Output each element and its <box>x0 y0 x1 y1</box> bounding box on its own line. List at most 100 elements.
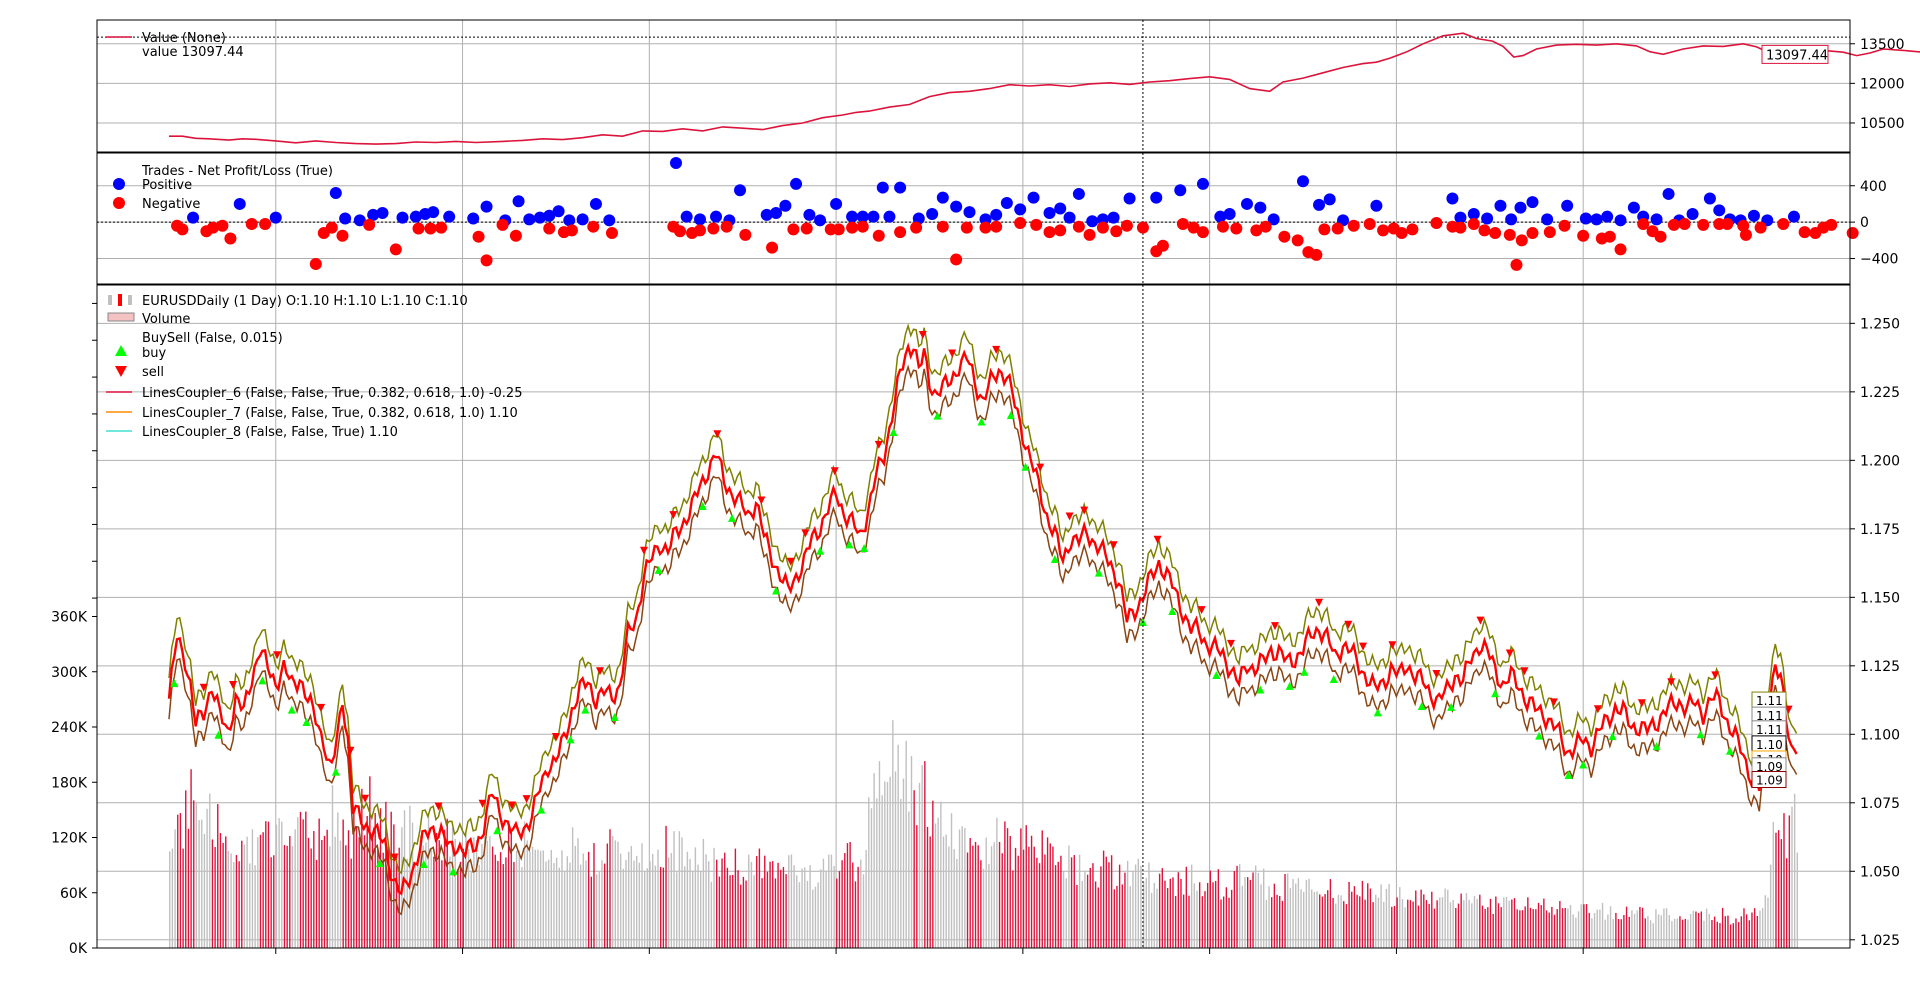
volume-bar <box>790 854 793 948</box>
volume-bar <box>515 850 518 948</box>
volume-bar <box>379 808 382 948</box>
volume-bar <box>1295 883 1297 948</box>
volume-bar <box>241 840 243 948</box>
volume-bar <box>1697 913 1700 948</box>
volume-bar <box>235 855 238 948</box>
volume-bar <box>1313 892 1316 948</box>
sell-marker <box>1637 699 1646 708</box>
trade-positive-point <box>1505 213 1518 226</box>
volume-bar <box>414 863 416 948</box>
volume-bar <box>1361 880 1364 948</box>
volume-bar <box>1049 843 1051 948</box>
y-tick-label: 1.050 <box>1860 864 1900 880</box>
volume-bar <box>411 822 414 948</box>
volume-bar <box>1273 883 1276 948</box>
trade-negative-point <box>1347 219 1360 232</box>
trade-positive-point <box>427 206 440 219</box>
volume-bar <box>1252 872 1254 948</box>
trade-negative-point <box>990 220 1003 233</box>
volume-bar <box>809 865 811 948</box>
volume-bar <box>678 831 681 948</box>
volume-bar <box>1148 862 1150 948</box>
volume-bar <box>961 826 963 948</box>
trade-positive-point <box>1054 202 1067 215</box>
sell-marker <box>1667 678 1676 687</box>
volume-bar <box>1417 905 1420 948</box>
volume-bar <box>1607 914 1609 948</box>
volume-bar <box>382 852 384 948</box>
volume-bar <box>211 839 214 948</box>
volume-bar <box>289 836 291 948</box>
candlestick-icon <box>108 295 112 305</box>
trade-negative-point <box>1614 243 1627 256</box>
volume-bar <box>1767 897 1769 948</box>
volume-bar <box>1375 894 1377 948</box>
volume-bar <box>708 861 710 948</box>
volume-bar <box>1537 902 1540 948</box>
volume-bar <box>1009 835 1011 948</box>
volume-bar <box>291 846 294 948</box>
trade-positive-point <box>1787 210 1800 223</box>
volume-bar <box>1190 864 1193 948</box>
sell-marker <box>1065 512 1074 521</box>
trade-positive-point <box>1014 203 1027 216</box>
volume-bar <box>1060 855 1062 948</box>
volume-bar <box>1788 815 1791 948</box>
volume-bar <box>694 847 697 948</box>
volume-bar <box>534 849 536 948</box>
trade-negative-point <box>1230 222 1243 235</box>
volume-bar <box>1030 835 1033 948</box>
trade-positive-point <box>1526 196 1539 209</box>
volume-bar <box>1503 897 1505 948</box>
volume-bar <box>1575 917 1577 948</box>
sell-marker <box>361 794 370 803</box>
trade-negative-point <box>1543 226 1556 239</box>
trade-negative-point <box>1250 224 1263 237</box>
volume-bar <box>217 804 219 948</box>
volume-bar <box>507 824 510 948</box>
volume-bar <box>1012 870 1014 948</box>
price-last-tag: 1.11 <box>1756 709 1783 723</box>
buy-marker <box>816 546 825 555</box>
trade-negative-point <box>856 220 869 233</box>
trade-positive-point <box>760 208 773 221</box>
trade-positive-point <box>1514 201 1527 214</box>
volume-bar <box>812 889 814 948</box>
volume-bar <box>1439 897 1441 948</box>
volume-bar <box>1142 881 1145 948</box>
trade-negative-point <box>1216 220 1229 233</box>
volume-bar <box>329 846 331 948</box>
volume-bar <box>1719 923 1721 948</box>
volume-bar <box>1521 910 1524 948</box>
value-panel: 13500 12000 10500 13097.44 Value (None)value… <box>96 19 1920 153</box>
volume-bar <box>1745 914 1748 948</box>
volume-bar <box>462 848 464 948</box>
buy-marker <box>1329 675 1338 684</box>
buy-marker <box>772 586 781 595</box>
volume-bar <box>772 861 774 948</box>
volume-bar <box>913 790 915 948</box>
trade-negative-point <box>694 224 707 237</box>
sell-marker <box>757 496 766 505</box>
trade-positive-point <box>950 200 963 213</box>
volume-bar <box>948 846 950 948</box>
trade-negative-point <box>1654 230 1667 243</box>
trade-negative-point <box>1259 220 1272 233</box>
trade-positive-point <box>1000 197 1013 210</box>
volume-bar <box>1452 900 1454 948</box>
volume-bar <box>1679 916 1681 948</box>
trade-positive-point <box>846 210 859 223</box>
volume-bar <box>243 844 246 948</box>
sell-marker <box>551 733 560 742</box>
buy-marker <box>1652 742 1661 751</box>
volume-bar <box>1343 901 1345 948</box>
volume-bar <box>1070 857 1073 948</box>
volume-bar <box>523 821 526 948</box>
volume-bar <box>844 853 846 948</box>
volume-bar <box>438 840 440 948</box>
legend-label: Volume <box>142 312 190 327</box>
volume-bar <box>313 831 315 948</box>
trade-positive-point <box>1240 197 1253 210</box>
